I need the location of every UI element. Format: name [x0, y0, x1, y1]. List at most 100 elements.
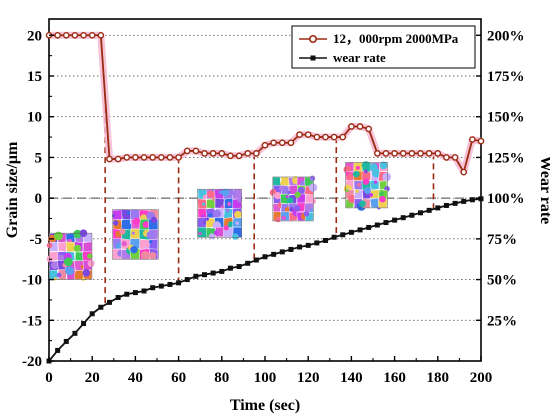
- legend: 12，000rpm 2000MPa wear rate: [291, 25, 476, 69]
- grain-spot: [286, 197, 294, 205]
- legend-box: [291, 25, 476, 69]
- micrograph-frame: [345, 162, 388, 209]
- grain-spot: [213, 230, 219, 236]
- grain-size-point: [132, 154, 139, 161]
- wear-rate-point: [150, 285, 156, 291]
- wear-rate-point: [245, 260, 251, 266]
- right-y-tick-label: 25%: [487, 313, 517, 329]
- x-tick-label: 160: [383, 370, 406, 386]
- wear-rate-point: [202, 272, 208, 278]
- grain-size-point: [106, 155, 113, 163]
- grain: [57, 241, 67, 252]
- wear-rate-point: [435, 205, 441, 211]
- grain-spot: [345, 188, 349, 193]
- grain-spot: [372, 168, 381, 178]
- right-y-axis-label: Wear rate: [537, 156, 550, 225]
- wear-rate-point: [115, 294, 121, 300]
- x-tick-label: 80: [214, 370, 229, 386]
- grain-size-point: [417, 150, 424, 157]
- wear-rate-point: [227, 265, 233, 271]
- wear-rate-point: [158, 283, 164, 289]
- grain-spot: [62, 246, 67, 251]
- grain-spot: [201, 214, 205, 218]
- grain-spot: [274, 191, 282, 200]
- grain-size-point: [330, 133, 338, 141]
- right-y-tick-label: 200%: [487, 28, 525, 44]
- grain-spot: [279, 185, 285, 191]
- grain-spot: [223, 225, 229, 231]
- grain-size-point: [244, 150, 252, 157]
- x-tick-label: 100: [254, 370, 277, 386]
- right-y-tick-label: 175%: [487, 69, 525, 85]
- grain-spot: [285, 195, 289, 199]
- grain-size-point: [382, 150, 390, 157]
- wear-rate-point: [392, 217, 398, 223]
- wear-rate-point: [314, 240, 320, 246]
- grain-spot: [353, 170, 360, 178]
- right-y-tick-label: 100%: [487, 191, 525, 207]
- grain-spot: [119, 228, 126, 235]
- grain-spot: [73, 244, 82, 253]
- wear-rate-point: [452, 200, 458, 206]
- grain-spot: [379, 195, 386, 203]
- grain-spot: [205, 217, 209, 221]
- wear-rate-point: [81, 321, 87, 327]
- grain: [129, 228, 141, 240]
- left-y-tick-label: -20: [22, 354, 42, 370]
- right-y-tick-label: 150%: [487, 110, 525, 126]
- wear-rate-point: [193, 273, 199, 279]
- grain-size-point: [158, 154, 165, 161]
- left-y-tick-label: -10: [22, 273, 42, 289]
- grain-spot: [50, 261, 59, 270]
- micrograph-frame: [112, 209, 159, 260]
- grain-spot: [369, 193, 373, 197]
- grain-spot: [130, 246, 138, 254]
- wear-rate-point: [279, 249, 285, 255]
- x-axis: 0 20 40 60 80 100 120 140 160 180 200: [45, 356, 492, 386]
- grain-size-point: [460, 168, 468, 176]
- grain-size-point: [218, 150, 226, 157]
- left-y-axis: -20 -15 -10 -5 0 5 10 15 20: [22, 28, 54, 370]
- grain-spot: [131, 209, 137, 215]
- grain-spot: [142, 221, 150, 229]
- grain-size-point: [62, 31, 70, 39]
- x-tick-label: 60: [171, 370, 186, 386]
- wear-rate-point: [288, 246, 294, 252]
- right-y-tick-label: 125%: [487, 150, 525, 166]
- grain-size-point: [399, 150, 407, 157]
- grain-spot: [198, 231, 202, 236]
- wear-rate-point: [132, 290, 138, 296]
- wear-rate-point: [262, 254, 268, 260]
- grain-spot: [231, 190, 236, 196]
- grain-spot: [374, 180, 378, 184]
- grain-spot: [148, 239, 153, 244]
- grain-spot: [364, 169, 368, 174]
- wear-rate-point: [297, 244, 303, 250]
- grain-size-point: [469, 136, 476, 143]
- wear-rate-point: [305, 242, 311, 248]
- grain: [197, 227, 208, 238]
- grain-spot: [87, 253, 93, 259]
- grain-spot: [87, 259, 95, 268]
- grain-spot: [359, 200, 366, 208]
- grain-spot: [73, 229, 82, 239]
- micrograph-5: [343, 161, 392, 211]
- grain-spot: [309, 197, 317, 205]
- grain-size-point: [201, 150, 208, 157]
- grain-size-point: [235, 152, 243, 160]
- grain-spot: [355, 165, 360, 170]
- wear-rate-point: [426, 207, 432, 213]
- left-y-tick-label: -15: [22, 313, 42, 329]
- micrograph-frame: [48, 232, 93, 280]
- grain-spot: [54, 231, 63, 241]
- grain-size-point: [97, 31, 105, 39]
- grain-size-point: [278, 139, 286, 147]
- grain-spot: [234, 210, 242, 219]
- grain-spot: [56, 272, 62, 278]
- grain-size-point: [408, 150, 416, 157]
- wear-rate-point: [357, 227, 363, 233]
- micrograph-1: [46, 229, 95, 281]
- x-axis-label: Time (sec): [230, 397, 300, 414]
- grain-size-point: [175, 154, 182, 161]
- wear-rate-point: [331, 234, 337, 240]
